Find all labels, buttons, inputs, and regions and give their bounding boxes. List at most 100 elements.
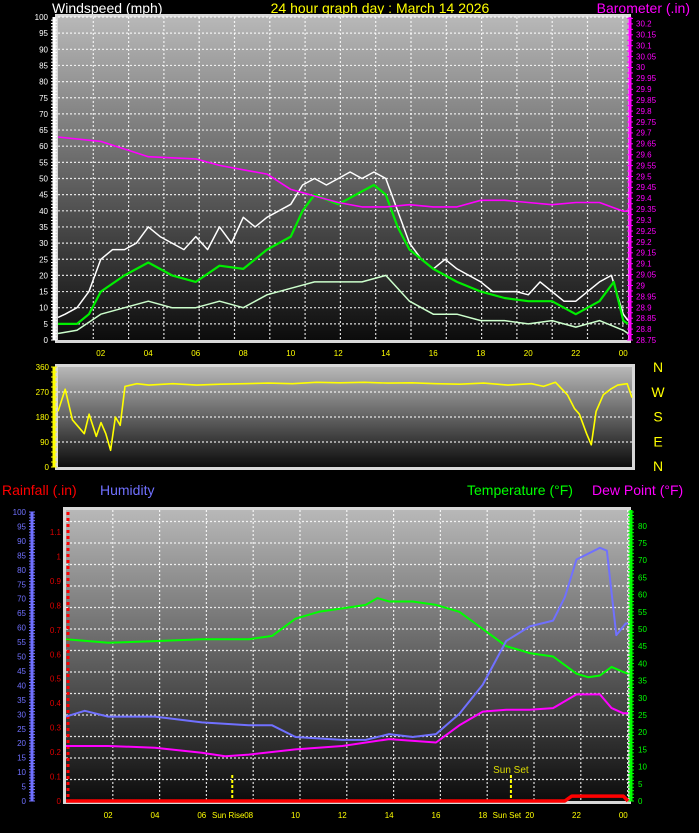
rainfall-tick-label: 1.1 [50, 528, 62, 537]
humidity-tick-label: 25 [17, 725, 26, 734]
temp-x-tick-label: 14 [385, 811, 394, 820]
wind-x-tick-label: 14 [381, 349, 390, 358]
humidity-tick-label: 35 [17, 696, 26, 705]
temperature-tick-label: 30 [638, 694, 647, 703]
barometer-tick-label: 29.8 [636, 107, 652, 116]
humidity-tick-label: 65 [17, 609, 26, 618]
rainfall-tick-label: 0.3 [50, 724, 62, 733]
temp-x-tick-label: 16 [432, 811, 441, 820]
humidity-tick-label: 55 [17, 638, 26, 647]
wind-y-tick-label: 70 [39, 110, 48, 119]
temperature-tick-label: 45 [638, 642, 647, 651]
humidity-tick-label: 70 [17, 595, 26, 604]
humidity-line [65, 546, 628, 741]
rainfall-tick-label: 0.5 [50, 675, 62, 684]
wind-y-tick-label: 10 [39, 304, 48, 313]
wind-y-tick-label: 15 [39, 288, 48, 297]
barometer-tick-label: 29.7 [636, 129, 652, 138]
wind_avg-line [58, 183, 629, 325]
wind-x-tick-label: 18 [476, 349, 485, 358]
compass-label: N [653, 359, 663, 375]
direction-panel-background [58, 367, 632, 467]
humidity-tick-label: 40 [17, 681, 26, 690]
humidity-tick-label: 60 [17, 624, 26, 633]
temperature-tick-label: 70 [638, 556, 647, 565]
compass-label: N [653, 458, 663, 474]
temp-x-tick-label: 02 [104, 811, 113, 820]
barometer-tick-label: 29.85 [636, 96, 657, 105]
temp-x-tick-label: 12 [338, 811, 347, 820]
wind-x-tick-label: 12 [334, 349, 343, 358]
dewpoint-legend: Dew Point (°F) [592, 482, 683, 498]
barometer-tick-label: 29.3 [636, 216, 652, 225]
rainfall-legend: Rainfall (.in) [2, 482, 77, 498]
graph-title: 24 hour graph day : March 14 2026 [271, 0, 490, 16]
compass-label: E [653, 433, 662, 449]
barometer-tick-label: 29.2 [636, 238, 652, 247]
barometer-tick-label: 29.05 [636, 271, 657, 280]
direction-tick-label: 90 [40, 438, 49, 447]
windspeed-title: Windspeed (mph) [52, 0, 163, 16]
rainfall-tick-label: 0.9 [50, 577, 62, 586]
barometer-tick-label: 29.6 [636, 150, 652, 159]
humidity-tick-label: 80 [17, 566, 26, 575]
barometer-tick-label: 29.65 [636, 140, 657, 149]
barometer-tick-label: 30.15 [636, 30, 657, 39]
barometer-tick-label: 29.35 [636, 205, 657, 214]
wind-x-tick-label: 16 [429, 349, 438, 358]
wind-y-tick-label: 30 [39, 239, 48, 248]
wind-y-tick-label: 55 [39, 158, 48, 167]
rainfall-tick-label: 0.6 [50, 650, 62, 659]
temperature-tick-label: 50 [638, 625, 647, 634]
gust-line [57, 171, 629, 322]
wind-y-tick-label: 90 [39, 45, 48, 54]
humidity-tick-label: 100 [13, 508, 27, 517]
barometer-tick-label: 29.25 [636, 227, 657, 236]
humidity-tick-label: 10 [17, 768, 26, 777]
temperature-tick-label: 10 [638, 763, 647, 772]
barometer-tick-label: 29.45 [636, 183, 657, 192]
temp-x-tick-label: 18 [478, 811, 487, 820]
barometer-tick-label: 28.75 [636, 336, 657, 345]
temperature-tick-label: 35 [638, 677, 647, 686]
barometer-tick-label: 29.1 [636, 260, 652, 269]
temperature-tick-label: 15 [638, 745, 647, 754]
barometer-tick-label: 29.5 [636, 172, 652, 181]
wind-direction-line [57, 381, 633, 452]
humidity-tick-label: 90 [17, 537, 26, 546]
rainfall-tick-label: 0.8 [50, 601, 62, 610]
humidity-tick-label: 0 [22, 797, 27, 806]
temperature-tick-label: 40 [638, 659, 647, 668]
humidity-tick-label: 95 [17, 522, 26, 531]
humidity-tick-label: 30 [17, 710, 26, 719]
wind-x-tick-label: 04 [144, 349, 153, 358]
temp-x-tick-label: 22 [572, 811, 581, 820]
barometer-tick-label: 30.2 [636, 20, 652, 29]
temperature-tick-label: 65 [638, 573, 647, 582]
wind-y-tick-label: 100 [35, 13, 49, 22]
wind-y-tick-label: 20 [39, 271, 48, 280]
temp-x-tick-label: 04 [151, 811, 160, 820]
wind-y-tick-label: 60 [39, 142, 48, 151]
sun-marker-label: Sun Set [493, 811, 522, 820]
barometer-title: Barometer (.in) [597, 0, 690, 16]
wind-x-tick-label: 22 [571, 349, 580, 358]
barometer-tick-label: 28.9 [636, 303, 652, 312]
wind-y-tick-label: 85 [39, 61, 48, 70]
sun-marker-label: Sun Rise [212, 811, 245, 820]
humidity-tick-label: 45 [17, 667, 26, 676]
temperature-tick-label: 80 [638, 522, 647, 531]
barometer-tick-label: 30.1 [636, 41, 652, 50]
barometer-tick-label: 29 [636, 281, 645, 290]
barometer-line [57, 136, 628, 212]
wind-y-tick-label: 80 [39, 78, 48, 87]
temp-x-tick-label: 10 [291, 811, 300, 820]
wind-x-tick-label: 00 [619, 349, 628, 358]
wind-y-tick-label: 25 [39, 255, 48, 264]
temperature-tick-label: 0 [638, 797, 643, 806]
humidity-tick-label: 75 [17, 580, 26, 589]
barometer-tick-label: 30 [636, 63, 645, 72]
temperature-tick-label: 5 [638, 780, 643, 789]
sun-set-annotation: Sun Set [493, 765, 529, 776]
